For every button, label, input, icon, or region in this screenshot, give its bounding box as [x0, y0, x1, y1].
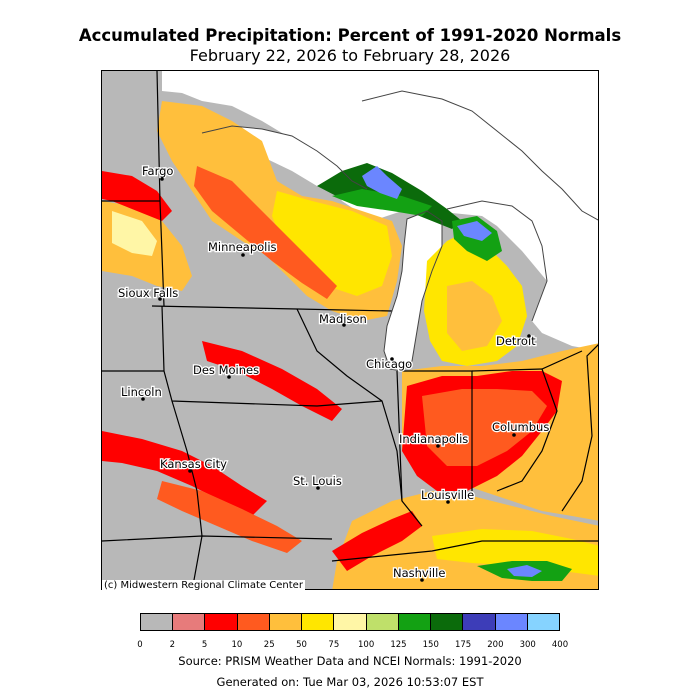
colorbar-tick-label: 25 — [263, 640, 275, 650]
colorbar-tick-label: 400 — [551, 640, 569, 650]
colorbar-tick-label: 200 — [487, 640, 504, 650]
city-dot — [141, 397, 145, 401]
city-label-sioux-falls: Sioux Falls — [118, 286, 178, 300]
green-light-upper — [332, 189, 432, 216]
red-orange-region-east — [422, 389, 547, 466]
colorbar-legend — [140, 613, 560, 631]
city-label-st-louis: St. Louis — [293, 474, 342, 488]
colorbar-segment — [269, 614, 303, 630]
city-label-chicago: Chicago — [366, 357, 412, 371]
generated-timestamp: Generated on: Tue Mar 03, 2026 10:53:07 … — [216, 675, 484, 689]
colorbar-segment — [302, 614, 335, 630]
city-label-louisville: Louisville — [421, 488, 474, 502]
city-label-madison: Madison — [319, 312, 367, 326]
city-dot — [227, 375, 231, 379]
colorbar-tick-label: 75 — [328, 640, 340, 650]
red-streak-iowa — [202, 341, 342, 421]
colorbar-tick-label: 300 — [519, 640, 536, 650]
precipitation-map: Fargo Minneapolis Sioux Falls Madison De… — [101, 70, 599, 590]
colorbar-segment — [463, 614, 496, 630]
colorbar-tick-label: 5 — [201, 640, 208, 650]
city-dot — [342, 323, 346, 327]
city-dot — [158, 297, 162, 301]
colorbar-segment — [334, 614, 367, 630]
colorbar-segment — [173, 614, 206, 630]
colorbar-segment — [237, 614, 270, 630]
colorbar-segment — [495, 614, 528, 630]
city-dot — [390, 357, 394, 361]
red-streak-missouri — [102, 431, 267, 516]
state-boundaries — [102, 71, 598, 589]
colorbar-tick-label: 50 — [296, 640, 307, 650]
colorbar-tick-label: 150 — [422, 640, 439, 650]
michigan-orange — [447, 281, 502, 351]
chart-title: Accumulated Precipitation: Percent of 19… — [78, 26, 622, 45]
city-dot — [188, 469, 192, 473]
red-region-dakotas — [102, 171, 172, 221]
colorbar-segment — [431, 614, 464, 630]
date-range-subtitle: February 22, 2026 to February 28, 2026 — [189, 46, 511, 65]
city-dot — [512, 433, 516, 437]
colorbar-tick-label: 175 — [454, 640, 472, 650]
city-dot — [446, 500, 450, 504]
city-dot — [420, 578, 424, 582]
colorbar-segment — [141, 614, 174, 630]
lake-michigan — [384, 211, 442, 371]
city-labels: Fargo Minneapolis Sioux Falls Madison De… — [117, 163, 551, 582]
city-dot — [160, 177, 164, 181]
colorbar-tick-label: 125 — [390, 640, 407, 650]
colorbar-tick-label: 100 — [358, 640, 375, 650]
city-label-nashville: Nashville — [393, 566, 445, 580]
colorbar-tick-label: 2 — [169, 640, 176, 650]
city-label-fargo: Fargo — [142, 164, 173, 178]
yellow-region-dakotas — [112, 211, 157, 256]
red-region-south — [332, 511, 422, 571]
city-dot — [241, 253, 245, 257]
colorbar-tick-label: 10 — [231, 640, 243, 650]
city-dot — [316, 486, 320, 490]
city-dot — [436, 444, 440, 448]
map-credit: (c) Midwestern Regional Climate Center — [102, 580, 305, 591]
yellow-region-north — [272, 191, 392, 296]
red-streak-minnesota — [194, 166, 337, 299]
blue-region-tennessee — [507, 565, 542, 577]
city-label-des-moines: Des Moines — [193, 363, 259, 377]
blue-northern-michigan — [457, 221, 492, 241]
source-note: Source: PRISM Weather Data and NCEI Norm… — [178, 654, 522, 668]
city-label-minneapolis: Minneapolis — [208, 240, 277, 254]
colorbar-segment — [527, 614, 560, 630]
colorbar-tick-label: 0 — [137, 640, 143, 650]
colorbar-segment — [205, 614, 238, 630]
city-dot — [527, 334, 531, 338]
city-label-columbus: Columbus — [492, 420, 549, 434]
orange-streak-missouri — [157, 481, 302, 553]
city-label-detroit: Detroit — [496, 334, 536, 348]
map-canvas: Fargo Minneapolis Sioux Falls Madison De… — [102, 71, 598, 589]
blue-upper-michigan — [362, 166, 402, 199]
city-label-kansas-city: Kansas City — [160, 457, 227, 471]
city-label-lincoln: Lincoln — [121, 385, 162, 399]
colorbar-segment — [366, 614, 399, 630]
canada-area — [162, 71, 598, 351]
colorbar-ticks: 0 2 5 10 25 50 75 100 125 150 175 200 300 400 — [137, 640, 568, 652]
colorbar-segment — [398, 614, 432, 630]
lake-outlines — [201, 90, 598, 372]
city-markers — [141, 177, 531, 582]
city-label-indianapolis: Indianapolis — [399, 432, 468, 446]
